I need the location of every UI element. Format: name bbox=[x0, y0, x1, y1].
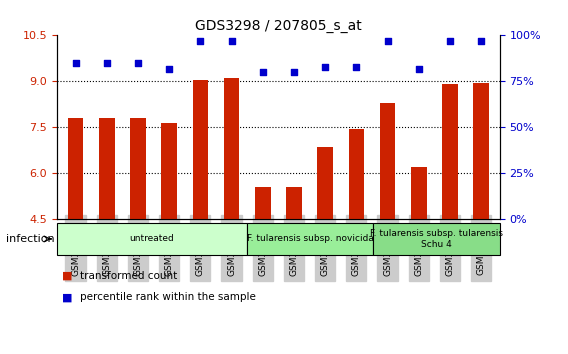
Text: percentile rank within the sample: percentile rank within the sample bbox=[80, 292, 256, 302]
Point bbox=[102, 60, 111, 66]
Bar bbox=[380, 103, 395, 219]
Bar bbox=[99, 118, 115, 219]
Text: untreated: untreated bbox=[130, 234, 174, 244]
Title: GDS3298 / 207805_s_at: GDS3298 / 207805_s_at bbox=[195, 19, 362, 33]
Text: transformed count: transformed count bbox=[80, 271, 177, 281]
Bar bbox=[442, 85, 458, 219]
Point bbox=[165, 66, 174, 72]
Text: ■: ■ bbox=[62, 271, 73, 281]
Point bbox=[445, 38, 454, 44]
Bar bbox=[161, 123, 177, 219]
Bar bbox=[411, 167, 427, 219]
Point bbox=[133, 60, 143, 66]
Point bbox=[196, 38, 205, 44]
Point bbox=[383, 38, 392, 44]
Point bbox=[477, 38, 486, 44]
Point bbox=[352, 64, 361, 69]
Bar bbox=[255, 187, 270, 219]
Point bbox=[414, 66, 423, 72]
Bar bbox=[224, 78, 239, 219]
Point bbox=[227, 38, 236, 44]
Bar bbox=[473, 83, 489, 219]
Text: F. tularensis subsp. tularensis
Schu 4: F. tularensis subsp. tularensis Schu 4 bbox=[370, 229, 503, 249]
Point bbox=[71, 60, 80, 66]
Point bbox=[258, 69, 268, 75]
Text: ■: ■ bbox=[62, 292, 73, 302]
Bar bbox=[130, 118, 146, 219]
Point bbox=[289, 69, 298, 75]
Bar bbox=[193, 80, 208, 219]
Bar bbox=[286, 187, 302, 219]
Text: F. tularensis subsp. novicida: F. tularensis subsp. novicida bbox=[247, 234, 373, 244]
Point bbox=[320, 64, 329, 69]
Bar bbox=[349, 129, 364, 219]
Text: infection: infection bbox=[6, 234, 55, 244]
Bar bbox=[68, 118, 83, 219]
Bar bbox=[318, 147, 333, 219]
